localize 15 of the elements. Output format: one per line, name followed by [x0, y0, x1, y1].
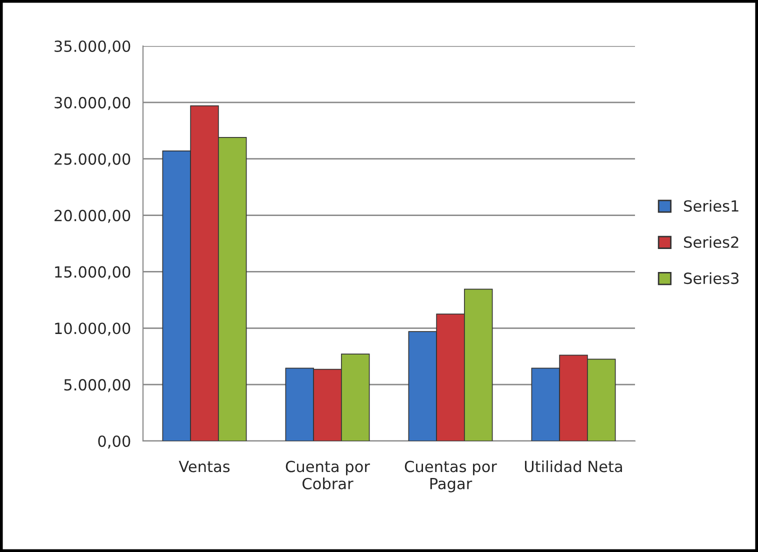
- y-tick-label: 20.000,00: [54, 210, 130, 223]
- legend-label: Series2: [684, 236, 738, 248]
- y-tick-label: 15.000,00: [55, 266, 130, 280]
- x-tick-label: Ventas: [178, 460, 230, 472]
- x-tick-label: Cuenta por Cobrar: [286, 460, 370, 490]
- legend-label: Series3: [684, 272, 739, 284]
- y-tick-label: 10.000,00: [55, 322, 130, 336]
- y-tick-label: 35.000,00: [54, 40, 130, 54]
- y-tick-label: 30.000,00: [54, 96, 130, 110]
- y-tick-label: 5.000,00: [64, 379, 130, 392]
- y-tick-label: 25.000,00: [54, 153, 130, 166]
- legend-label: Series1: [684, 200, 738, 212]
- x-tick-label: Cuentas por Pagar: [404, 460, 497, 492]
- y-tick-label: 0,00: [98, 435, 130, 449]
- x-tick-label: Utilidad Neta: [524, 460, 622, 472]
